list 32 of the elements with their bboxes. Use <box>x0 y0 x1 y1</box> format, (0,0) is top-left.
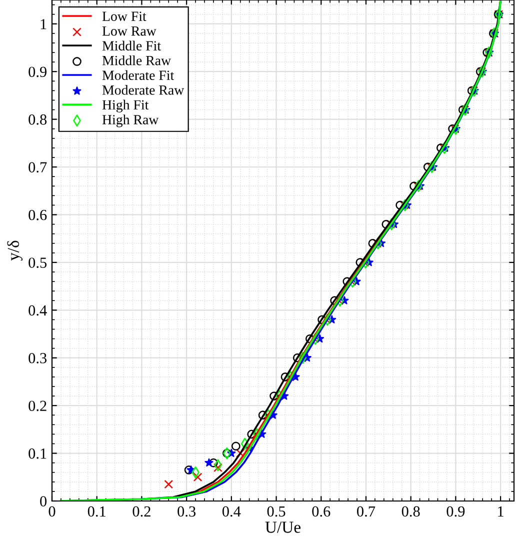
legend-label: High Raw <box>102 114 159 128</box>
legend-label: High Fit <box>102 100 149 112</box>
y-tick-label: 0.9 <box>28 66 47 78</box>
y-tick-label: 0 <box>40 496 47 506</box>
x-tick-label: 1 <box>498 506 504 516</box>
y-tick-label: 0.6 <box>28 210 47 220</box>
y-tick-label: 0.4 <box>28 305 47 316</box>
legend-label: Moderate Raw <box>102 85 184 95</box>
y-tick-label: 0.3 <box>28 353 47 364</box>
x-axis-title: U/Ue <box>265 522 300 533</box>
x-tick-label: 0.1 <box>88 506 106 517</box>
x-tick-label: 0 <box>48 506 56 517</box>
y-tick-label: 0.8 <box>28 114 47 125</box>
x-tick-label: 0.3 <box>178 506 196 517</box>
y-tick-label: 1 <box>40 19 46 30</box>
x-tick-label: 0.6 <box>312 506 330 517</box>
y-axis-title: y/δ <box>7 240 22 261</box>
legend-label: Moderate Fit <box>102 70 174 80</box>
x-tick-label: 0.7 <box>357 506 376 517</box>
legend-label: Low Fit <box>102 12 146 21</box>
x-tick-label: 0.8 <box>402 506 420 517</box>
x-tick-label: 0.2 <box>132 506 150 517</box>
y-tick-label: 0.5 <box>28 258 47 268</box>
y-tick-label: 0.2 <box>28 400 46 412</box>
legend-label: Middle Raw <box>102 55 171 66</box>
x-tick-label: 0.5 <box>267 506 286 517</box>
x-tick-label: 0.9 <box>446 506 465 517</box>
x-tick-label: 0.4 <box>222 506 241 517</box>
legend-label: Middle Fit <box>102 40 161 50</box>
legend-label: Low Raw <box>102 26 156 36</box>
y-tick-label: 0.7 <box>28 162 47 173</box>
y-tick-label: 0.1 <box>28 448 46 459</box>
